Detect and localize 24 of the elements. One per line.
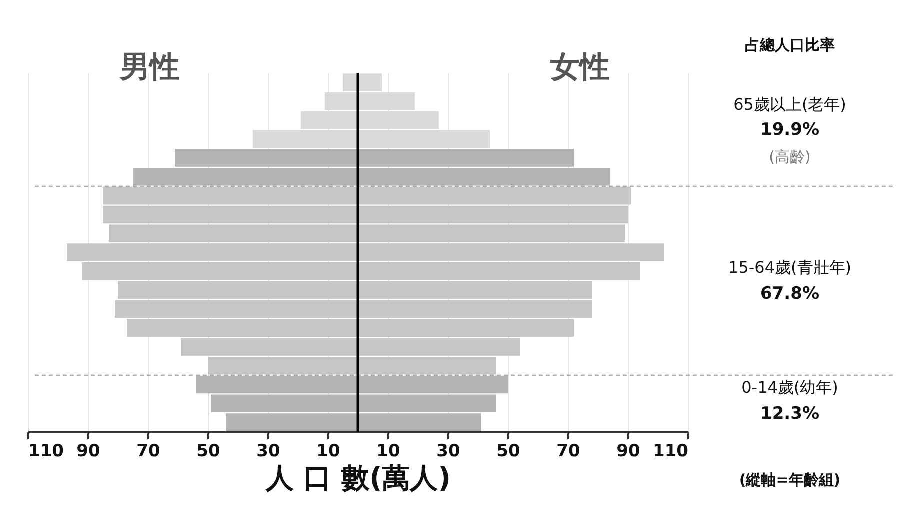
text: 12.3% [760, 404, 820, 424]
text: 0-14歲(幼年) [742, 378, 838, 397]
x-tick-label: 30 [436, 442, 460, 462]
x-tick-label: 50 [196, 442, 220, 462]
x-tick-label: 90 [76, 442, 100, 462]
x-tick-label: 70 [556, 442, 580, 462]
x-tick-label: 110 [653, 442, 689, 462]
annotation: 女性 [549, 50, 610, 85]
text: 19.9% [760, 120, 820, 140]
x-tick-label: 90 [616, 442, 640, 462]
text: (縱軸=年齡組) [739, 471, 841, 489]
text: 65歲以上(老年) [734, 95, 846, 114]
x-tick-label: 50 [496, 442, 520, 462]
annotation: 男性 [119, 50, 180, 85]
x-tick-label: 110 [28, 442, 64, 462]
x-tick-label: 10 [316, 442, 340, 462]
text: 67.8% [760, 284, 820, 304]
text: 15-64歲(青壯年) [728, 258, 852, 277]
text: 占總人口比率 [745, 36, 835, 54]
x-axis-title: 人 口 數(萬人) [264, 462, 452, 494]
x-tick-label: 70 [136, 442, 160, 462]
x-tick-label: 30 [256, 442, 280, 462]
text: (高齡) [769, 148, 811, 166]
x-tick-label: 10 [376, 442, 400, 462]
